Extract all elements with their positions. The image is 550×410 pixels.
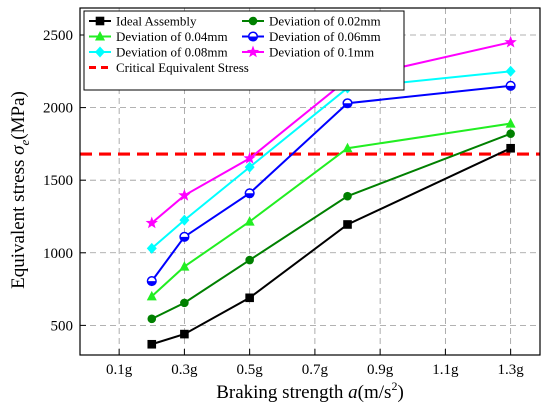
legend-swatch-marker: [247, 31, 259, 42]
data-point: [244, 161, 255, 173]
series-3: [146, 80, 516, 287]
data-point-half: [180, 236, 189, 242]
y-tick-label: 2000: [43, 101, 73, 117]
series-2: [146, 118, 516, 301]
data-point: [243, 151, 256, 164]
ticks: 0.1g 0.3g 0.5g 0.7g 0.9g 1.1g 1.3g 500 1000 1500 2…: [43, 28, 524, 378]
data-point: [342, 142, 353, 153]
y-axis-unit: (MPa): [8, 91, 29, 140]
data-point: [342, 98, 353, 109]
data-point: [343, 220, 352, 229]
x-axis-unit-open: (m/s: [358, 382, 392, 403]
data-point: [245, 255, 254, 265]
x-axis-title-prefix: Braking strength: [216, 382, 348, 403]
data-point: [343, 191, 352, 201]
x-tick-label: 0.9g: [367, 362, 394, 378]
data-point-half: [147, 281, 157, 286]
x-tick-label: 1.3g: [498, 362, 525, 378]
data-point: [145, 216, 158, 229]
data-point-half: [343, 103, 352, 108]
series-1: [147, 129, 515, 324]
legend-label: Ideal Assembly: [116, 14, 197, 29]
plot-frame: [79, 7, 541, 356]
legend-label: Deviation of 0.08mm: [116, 45, 228, 60]
data-point: [506, 129, 515, 139]
data-point: [505, 118, 516, 128]
data-point: [180, 298, 189, 308]
series-0: [147, 143, 515, 349]
data-point: [180, 329, 189, 339]
x-tick-label: 0.5g: [237, 362, 264, 378]
x-tick-label: 0.7g: [302, 362, 329, 378]
x-axis-title: Braking strength a(m/s2): [216, 379, 404, 403]
data-point: [146, 276, 157, 287]
data-point: [504, 35, 517, 48]
data-point: [146, 242, 157, 254]
y-axis-symbol: σ: [8, 145, 29, 155]
x-tick-label: 0.1g: [106, 362, 133, 378]
data-point: [179, 261, 190, 271]
data-point: [505, 65, 516, 77]
data-point: [178, 188, 191, 201]
y-axis-title: Equivalent stress σe(MPa): [8, 91, 32, 289]
data-point-half: [506, 85, 515, 91]
legend-swatch-marker: [248, 16, 258, 26]
x-axis-unit-exponent: 2: [391, 379, 397, 393]
y-tick-label: 2500: [43, 28, 73, 44]
data-point: [179, 214, 190, 226]
x-axis-symbol: a: [348, 382, 358, 403]
data-point: [179, 231, 190, 242]
data-point: [147, 339, 157, 349]
legend: Ideal Assembly Deviation of 0.02mmDeviati…: [83, 10, 405, 91]
series-group: [145, 35, 517, 349]
data-point-half: [245, 193, 254, 198]
data-point: [244, 188, 255, 199]
legend-swatch-marker-half: [248, 36, 258, 41]
legend-label: Deviation of 0.06mm: [269, 29, 381, 44]
legend-swatch-marker: [95, 46, 105, 58]
y-axis-symbol-subscript: e: [17, 139, 32, 145]
legend-swatch-marker: [95, 16, 105, 26]
y-tick-label: 1000: [43, 246, 73, 262]
y-tick-label: 500: [51, 318, 74, 334]
x-tick-label: 0.3g: [171, 362, 198, 378]
data-point: [244, 216, 255, 226]
y-axis-title-prefix: Equivalent stress: [8, 155, 29, 289]
data-point: [505, 80, 516, 91]
legend-label: Deviation of 0.04mm: [116, 29, 228, 44]
x-axis-unit-close: ): [397, 382, 403, 403]
legend-label: Deviation of 0.1mm: [269, 45, 374, 60]
y-tick-label: 1500: [43, 173, 73, 189]
data-point: [146, 290, 157, 301]
x-tick-label: 1.1g: [432, 362, 459, 378]
data-point: [147, 314, 157, 324]
legend-label: Deviation of 0.02mm: [269, 14, 381, 29]
legend-label: Critical Equivalent Stress: [116, 60, 249, 75]
legend-swatch-marker: [95, 31, 105, 41]
legend-swatch-marker: [246, 45, 260, 58]
data-point: [506, 143, 515, 153]
legend-box: [83, 10, 405, 91]
data-point: [245, 293, 254, 303]
